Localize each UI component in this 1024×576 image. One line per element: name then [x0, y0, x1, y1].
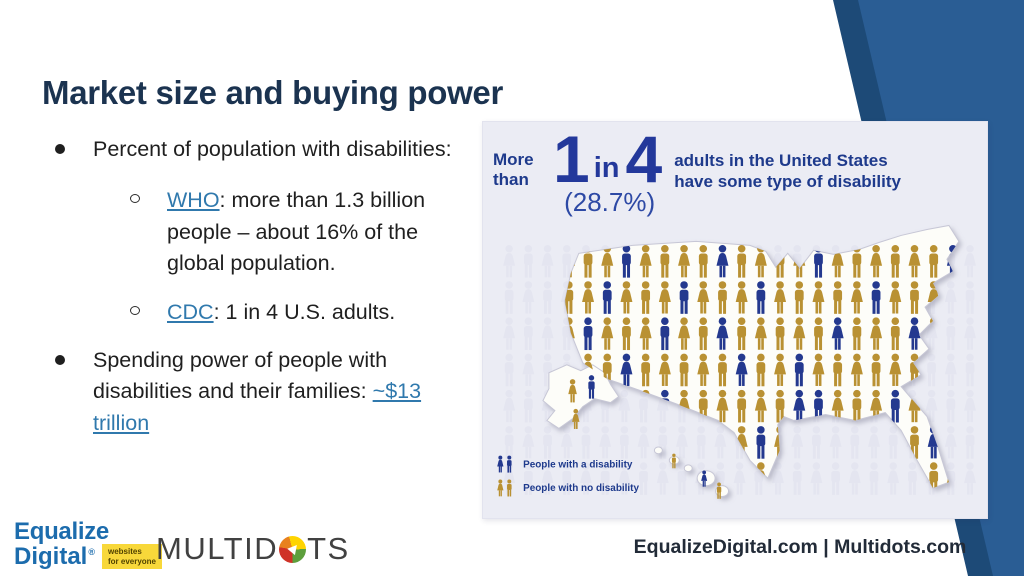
sub-bullet-icon [130, 194, 140, 204]
bullet-text: Percent of population with disabilities: [93, 137, 452, 161]
multidots-text-pre: MULTID [156, 531, 279, 566]
who-link[interactable]: WHO [167, 188, 220, 213]
bullet-icon [55, 144, 65, 154]
legend-blue-icon [507, 455, 512, 473]
sub-bullet-text: WHO: more than 1.3 billion people – abou… [167, 185, 470, 279]
equalize-logo-line2: Digital [14, 543, 88, 571]
cdc-link[interactable]: CDC [167, 299, 214, 324]
spending-text: Spending power of people with disabiliti… [93, 347, 388, 404]
infographic-panel: People with a disability People with no … [482, 121, 988, 519]
legend-blue-icon [497, 455, 504, 473]
sub-bullet-who: WHO: more than 1.3 billion people – abou… [130, 185, 470, 279]
map-shapes [542, 224, 960, 498]
hawaii-islands [653, 446, 730, 498]
big-stat: 1 in 4 (28.7%) [553, 122, 663, 218]
stat-percent: (28.7%) [564, 186, 656, 217]
tagline-line2: for everyone [107, 556, 157, 566]
contiguous-us-shape [564, 224, 960, 489]
hawaii-people [671, 453, 722, 499]
alaska-shape [542, 364, 620, 429]
equalize-tagline-badge: websites for everyone [101, 544, 163, 569]
tagline-line1: websites [107, 547, 142, 557]
legend-label-disability: People with a disability [523, 459, 633, 470]
legend: People with a disability People with no … [497, 455, 639, 497]
trillion-link[interactable]: ~$13 trillion [93, 379, 422, 435]
legend-gold-icon [497, 479, 504, 497]
equalize-digital-logo: Equalize Digital® websites for everyone [14, 518, 163, 571]
more-than-label: More than [493, 150, 534, 189]
infographic-header: More than 1 in 4 (28.7%) adults in the U… [493, 122, 983, 218]
bullet-icon [55, 354, 65, 365]
page-title: Market size and buying power [42, 74, 504, 112]
stat-numerator: 1 [553, 122, 590, 196]
bullet-text: Spending power of people with disabiliti… [93, 345, 470, 439]
people-grid [564, 244, 959, 489]
faint-people-pattern [503, 244, 976, 495]
multidots-text-post: TS [307, 531, 350, 566]
legend-label-no-disability: People with no disability [523, 483, 639, 494]
equalize-logo-line1: Equalize [14, 518, 109, 545]
registered-mark: ® [88, 547, 95, 558]
bullet-list: Percent of population with disabilities:… [42, 134, 470, 459]
sub-bullet-cdc: CDC: 1 in 4 U.S. adults. [130, 297, 470, 328]
stat-denominator: 4 [625, 122, 663, 196]
multidots-dot-icon [279, 535, 307, 563]
stat-in-label: in [593, 151, 620, 184]
cdc-rest-text: : 1 in 4 U.S. adults. [213, 299, 396, 324]
alaska-people [568, 375, 595, 429]
sub-bullet-icon [130, 305, 140, 315]
bullet-item-spending: Spending power of people with disabiliti… [42, 345, 470, 439]
sub-bullet-text: CDC: 1 in 4 U.S. adults. [167, 297, 395, 328]
footer-domains: EqualizeDigital.com | Multidots.com [633, 536, 967, 558]
multidots-logo: MULTID TS [156, 531, 350, 567]
stat-description: adults in the United States have some ty… [674, 151, 901, 192]
who-rest-text: : more than 1.3 billion people – about 1… [167, 188, 426, 276]
legend-gold-icon [507, 479, 512, 497]
bullet-item-population: Percent of population with disabilities: [42, 134, 470, 165]
